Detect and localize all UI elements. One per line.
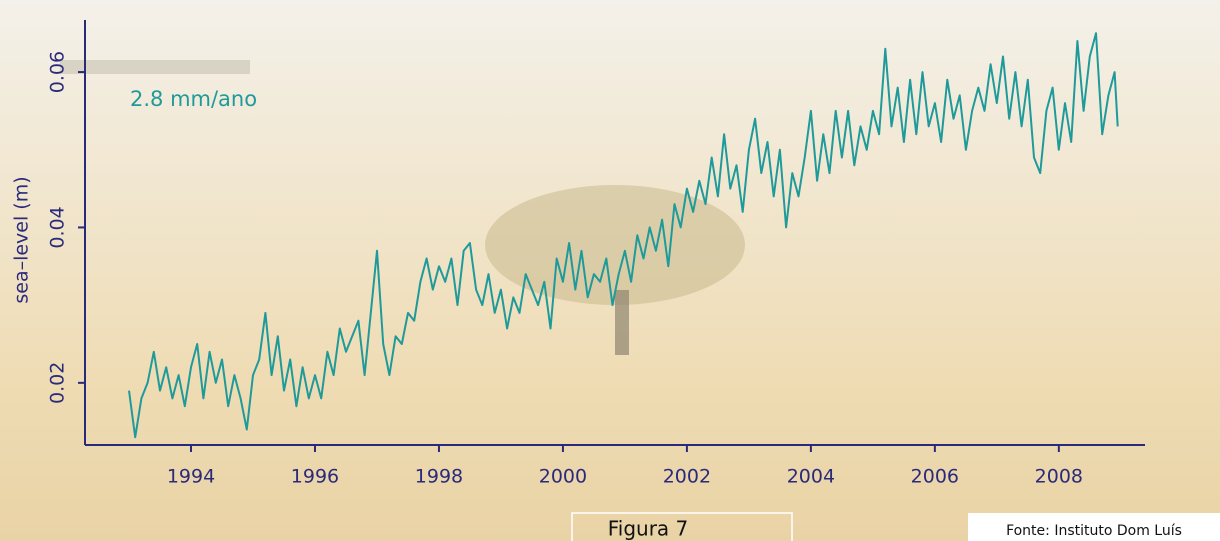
x-tick-label: 2008 [1035, 466, 1083, 488]
x-tick-label: 1998 [415, 466, 463, 488]
x-tick-label: 2004 [787, 466, 835, 488]
x-tick-label: 1996 [291, 466, 339, 488]
y-tick-label: 0.04 [47, 206, 69, 248]
sea-level-line [128, 32, 1119, 439]
x-tick-label: 1994 [167, 466, 215, 488]
y-tick-label: 0.02 [47, 362, 69, 404]
background-tree [485, 185, 745, 305]
y-axis-label: sea–level (m) [11, 176, 33, 303]
annotation: 2.8 mm/ano [130, 87, 257, 111]
x-tick-label: 2000 [539, 466, 587, 488]
x-tick-label: 2002 [663, 466, 711, 488]
background-trunk [615, 290, 629, 355]
source: Fonte: Instituto Dom Luís [1006, 523, 1182, 539]
x-tick-label: 2006 [911, 466, 959, 488]
caption: Figura 7 [608, 517, 689, 541]
source-box [968, 513, 1220, 541]
caption-box [571, 512, 793, 541]
y-tick-label: 0.06 [47, 51, 69, 93]
background-detail [60, 60, 250, 74]
